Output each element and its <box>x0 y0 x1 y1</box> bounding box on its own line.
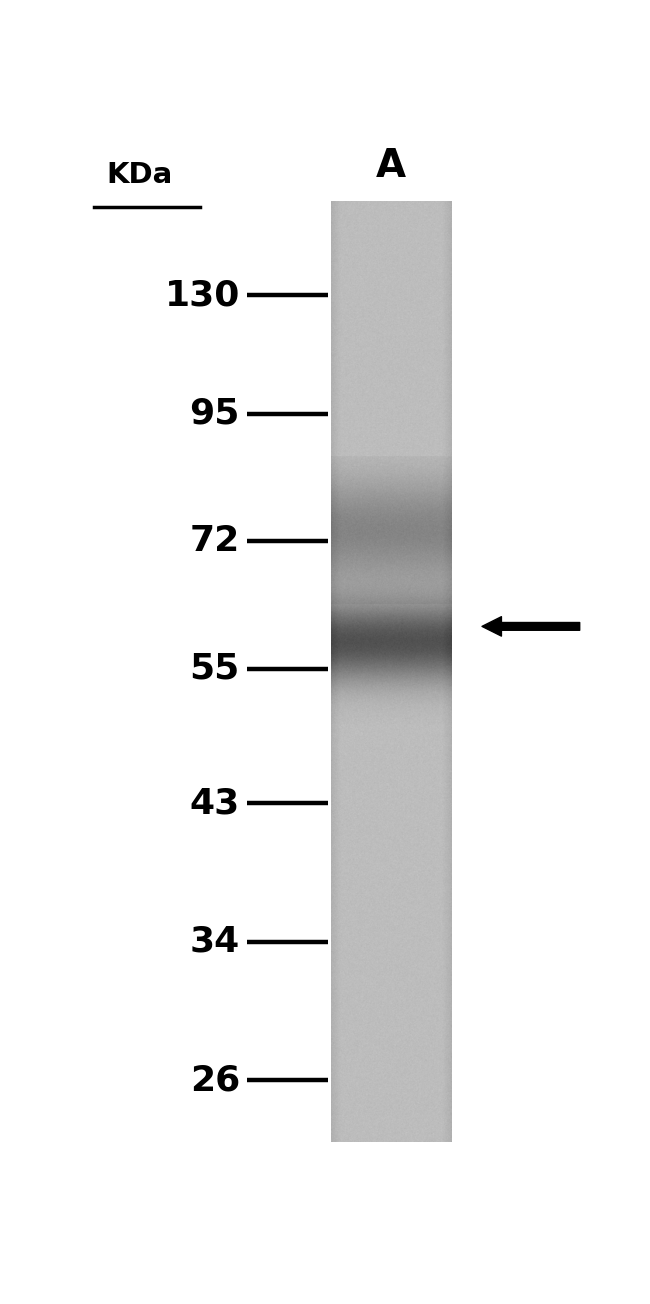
Text: 26: 26 <box>190 1063 240 1097</box>
Text: 130: 130 <box>164 278 240 312</box>
Text: 34: 34 <box>190 925 240 958</box>
Text: KDa: KDa <box>106 160 172 189</box>
Text: 95: 95 <box>190 396 240 430</box>
Text: 72: 72 <box>190 524 240 558</box>
Text: 43: 43 <box>190 786 240 820</box>
Text: 55: 55 <box>190 652 240 686</box>
Text: A: A <box>376 146 406 185</box>
